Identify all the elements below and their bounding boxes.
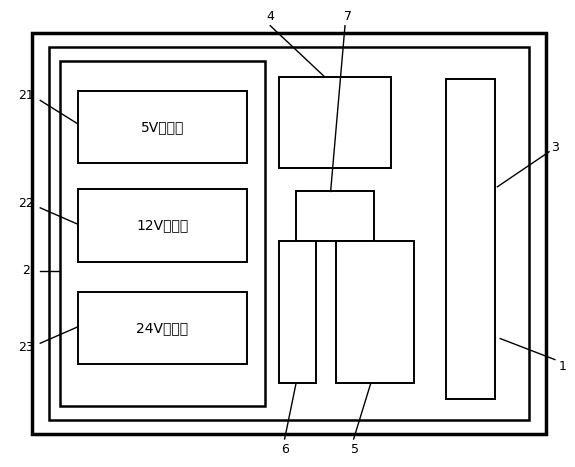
Bar [49,47,529,420]
Text: 12V变压器: 12V变压器 [136,219,189,232]
Bar [78,292,247,364]
Bar [446,79,494,399]
Bar [32,33,546,434]
Text: 3: 3 [551,141,559,154]
Text: 5: 5 [351,443,359,456]
Text: 5V变压器: 5V变压器 [141,120,184,134]
Text: 1: 1 [558,360,566,373]
Text: 24V变压器: 24V变压器 [136,321,189,335]
Bar [78,91,247,163]
Bar [296,191,374,241]
Bar [78,189,247,262]
Text: 21: 21 [18,89,34,102]
Text: 7: 7 [344,10,352,23]
Text: 22: 22 [18,197,34,210]
Text: 6: 6 [281,443,289,456]
Text: 23: 23 [18,341,34,354]
Bar [336,241,414,383]
Bar [279,77,391,168]
Bar [60,61,264,406]
Bar [279,241,316,383]
Text: 2: 2 [22,264,30,277]
Text: 4: 4 [266,10,274,23]
